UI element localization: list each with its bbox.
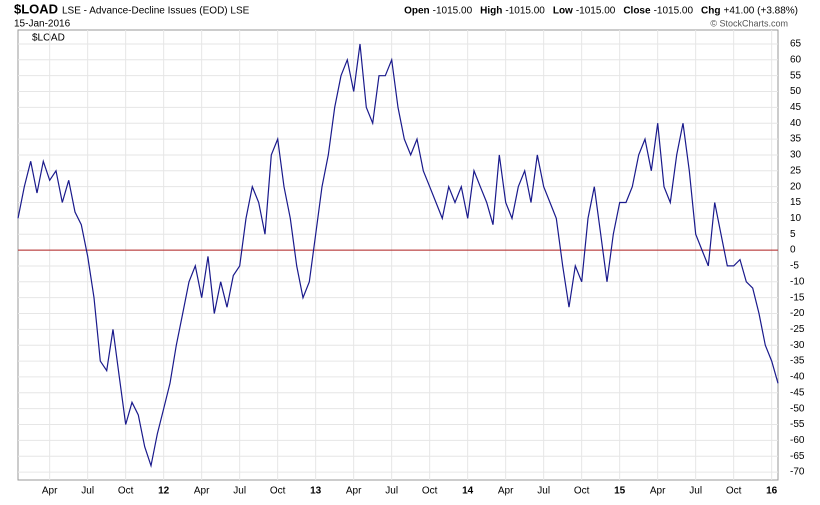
x-tick-label: Jul	[81, 486, 94, 497]
x-tick-label: Oct	[118, 486, 134, 497]
x-tick-label: Oct	[270, 486, 286, 497]
y-tick-label: 50	[790, 86, 802, 97]
quote-label: Chg	[701, 6, 720, 17]
x-tick-label: 15	[614, 486, 626, 497]
y-tick-label: -10	[790, 276, 805, 287]
x-tick-label: Apr	[650, 486, 666, 497]
description: LSE - Advance-Decline Issues (EOD) LSE	[62, 6, 250, 17]
date: 15-Jan-2016	[14, 19, 71, 30]
y-tick-label: -15	[790, 292, 805, 303]
price-line	[17, 43, 779, 469]
quote-label: Close	[623, 6, 651, 17]
quote-label: Low	[553, 6, 573, 17]
y-tick-label: 25	[790, 165, 802, 176]
y-tick-label: 5	[790, 229, 796, 240]
x-tick-label: Oct	[574, 486, 590, 497]
y-tick-label: -60	[790, 435, 805, 446]
symbol: $LOAD	[14, 1, 58, 16]
y-tick-label: -65	[790, 451, 805, 462]
y-tick-label: 30	[790, 150, 802, 161]
y-tick-label: 40	[790, 118, 802, 129]
legend-entry: $LOAD	[32, 33, 65, 44]
quote-value: -1015.00	[433, 6, 473, 17]
x-tick-label: 16	[766, 486, 778, 497]
y-tick-label: 60	[790, 54, 802, 65]
y-tick-label: -50	[790, 403, 805, 414]
quote-value: -1015.00	[576, 6, 616, 17]
y-tick-label: 45	[790, 102, 802, 113]
x-tick-label: Jul	[233, 486, 246, 497]
x-tick-label: Apr	[194, 486, 210, 497]
y-tick-label: -5	[790, 261, 799, 272]
x-tick-label: Oct	[726, 486, 742, 497]
quote-label: High	[480, 6, 502, 17]
x-tick-label: Apr	[346, 486, 362, 497]
y-tick-label: 35	[790, 134, 802, 145]
x-tick-label: Jul	[689, 486, 702, 497]
x-tick-label: 12	[158, 486, 170, 497]
x-tick-label: Oct	[422, 486, 438, 497]
quote-value: -1015.00	[654, 6, 694, 17]
quote-value: +41.00 (+3.88%)	[724, 6, 799, 17]
y-tick-label: 10	[790, 213, 802, 224]
x-tick-label: 13	[310, 486, 322, 497]
y-tick-label: 65	[790, 39, 802, 50]
y-tick-label: 0	[790, 245, 796, 256]
y-tick-label: 55	[790, 70, 802, 81]
quote-value: -1015.00	[505, 6, 545, 17]
y-tick-label: -20	[790, 308, 805, 319]
x-tick-label: Apr	[498, 486, 514, 497]
y-tick-label: -25	[790, 324, 805, 335]
y-tick-label: 20	[790, 181, 802, 192]
y-tick-label: -40	[790, 372, 805, 383]
y-tick-label: -35	[790, 356, 805, 367]
y-tick-label: -30	[790, 340, 805, 351]
y-tick-label: -55	[790, 419, 805, 430]
x-tick-label: Jul	[537, 486, 550, 497]
quote-label: Open	[404, 6, 430, 17]
y-tick-label: -45	[790, 387, 805, 398]
credit: © StockCharts.com	[710, 18, 788, 28]
y-tick-label: -70	[790, 467, 805, 478]
grid	[18, 30, 778, 480]
y-tick-label: 15	[790, 197, 802, 208]
x-tick-label: Jul	[385, 486, 398, 497]
plot-frame	[17, 29, 779, 481]
x-tick-label: 14	[462, 486, 474, 497]
quote: Open -1015.00 High -1015.00 Low -1015.00 Close…	[404, 6, 798, 17]
x-tick-label: Apr	[42, 486, 58, 497]
